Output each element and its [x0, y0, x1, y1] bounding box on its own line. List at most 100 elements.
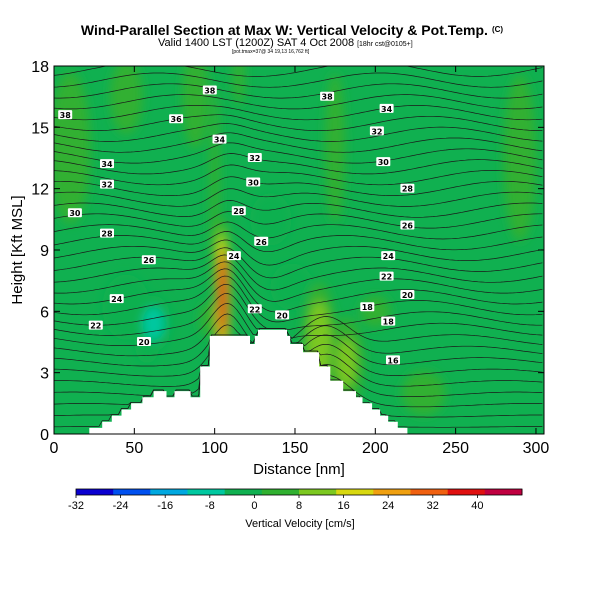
- colorbar-tick-label: -24: [113, 500, 129, 512]
- colorbar-tick-label: -16: [157, 500, 173, 512]
- isotherm-label: 20: [137, 337, 151, 347]
- isotherm-label: 32: [369, 126, 384, 136]
- x-tick-label: 100: [201, 440, 228, 457]
- isotherm-label-text: 32: [101, 181, 112, 190]
- isotherm-label-text: 22: [381, 273, 392, 282]
- velocity-cell-11: [199, 302, 217, 337]
- isotherm-label-box: [247, 304, 262, 314]
- isotherm-label-box: [226, 251, 241, 261]
- colorbar-swatch: [224, 489, 263, 495]
- isotherm-label-box: [109, 294, 124, 304]
- colorbar-swatch: [410, 489, 449, 495]
- isotherm-label-box: [376, 157, 391, 167]
- isotherm-line: [54, 313, 543, 357]
- colorbar-swatch: [261, 489, 300, 495]
- isotherm-label: 26: [400, 220, 415, 231]
- colorbar-tick-label: -32: [68, 500, 84, 512]
- x-tick-label: 200: [362, 440, 389, 457]
- isotherm-label-box: [212, 134, 227, 144]
- x-tick-label: 0: [50, 440, 59, 457]
- isotherm-line: [54, 239, 543, 266]
- colorbar-tick-label: 32: [427, 500, 439, 512]
- isotherm-line: [54, 261, 543, 302]
- velocity-cell-15: [142, 306, 165, 341]
- isotherm-line: [54, 283, 543, 331]
- isotherm-label: 32: [247, 153, 262, 163]
- isotherm-label-text: 22: [90, 322, 101, 331]
- isotherm-line: [54, 254, 543, 291]
- isotherm-label: 18: [381, 316, 396, 327]
- isotherm-line: [54, 132, 543, 153]
- velocity-cell-14: [336, 337, 356, 387]
- isotherm-line: [54, 83, 543, 99]
- colorbar-swatch: [336, 489, 374, 495]
- isotherm-label: 26: [141, 255, 156, 265]
- isotherm-line: [54, 268, 543, 313]
- chart-subtitle: Valid 1400 LST (1200Z) SAT 4 Oct 2008 [18…: [158, 37, 413, 49]
- isotherm-line: [54, 221, 543, 240]
- isotherm-label-text: 30: [248, 179, 260, 188]
- isotherm-line: [54, 153, 543, 175]
- isotherm-label-box: [88, 320, 103, 330]
- y-tick-label: 6: [40, 304, 49, 321]
- isotherm-line: [54, 247, 543, 279]
- isotherm-label-text: 34: [101, 160, 113, 169]
- isotherm-label: 24: [226, 251, 241, 261]
- isotherm-line: [54, 211, 543, 229]
- isotherm-label: 16: [386, 355, 400, 365]
- isotherm-label-text: 38: [60, 111, 72, 120]
- isotherm-line: [54, 114, 543, 131]
- isotherm-label: 36: [169, 114, 184, 124]
- isotherm-line: [54, 231, 543, 253]
- isotherm-line: [54, 72, 543, 88]
- x-tick-label: 300: [523, 440, 550, 457]
- isotherm-label: 24: [381, 251, 396, 261]
- colorbar-swatch: [76, 489, 114, 495]
- colorbar-tick-label: -8: [205, 500, 215, 512]
- colorbar-swatch: [113, 489, 151, 495]
- isotherm-label: 34: [379, 103, 394, 114]
- velocity-cell-10: [325, 73, 346, 223]
- isotherm-line: [54, 324, 543, 367]
- isotherm-line: [54, 188, 543, 207]
- y-tick-label: 15: [31, 120, 49, 137]
- isotherm-line: [54, 164, 543, 186]
- isotherm-label: 24: [109, 294, 124, 304]
- isotherm-label-text: 28: [233, 207, 245, 216]
- isotherm-label: 34: [100, 159, 114, 169]
- colorbar-swatch: [373, 489, 411, 495]
- isotherm-label: 20: [275, 310, 290, 320]
- isotherm-line: [54, 293, 543, 339]
- isotherm-label-box: [320, 91, 335, 101]
- isotherm-label-text: 24: [383, 252, 395, 261]
- isotherm-label-text: 26: [402, 222, 414, 231]
- terrain: [54, 329, 544, 434]
- isotherm-label-text: 34: [214, 136, 226, 145]
- isotherm-label-box: [100, 159, 114, 169]
- isotherm-label-text: 32: [371, 127, 382, 136]
- isotherm-label-text: 16: [387, 356, 399, 365]
- velocity-cell-9: [503, 74, 537, 242]
- isotherm-label: 30: [67, 208, 82, 218]
- isotherm-label-box: [169, 114, 184, 124]
- colorbar-tick-label: 40: [471, 500, 483, 512]
- isotherm-label-box: [58, 110, 73, 120]
- isotherm-label: 38: [58, 110, 73, 120]
- isotherm-label-box: [400, 183, 415, 193]
- isotherm-line: [54, 66, 543, 77]
- y-tick-label: 12: [31, 182, 49, 199]
- isotherm-label-box: [100, 228, 114, 238]
- isotherm-label: 18: [360, 302, 375, 312]
- isotherm-label-text: 38: [322, 93, 334, 102]
- isotherm-label-box: [247, 153, 262, 162]
- isotherm-label-box: [202, 85, 217, 95]
- isotherm-line: [54, 123, 543, 142]
- velocity-cell-18: [219, 260, 227, 330]
- isotherm-label-text: 30: [378, 158, 390, 167]
- isotherm-label-text: 18: [362, 303, 374, 312]
- y-tick-label: 3: [40, 366, 49, 383]
- isotherm-label-box: [137, 337, 151, 346]
- isotherm-label-box: [379, 103, 394, 113]
- isotherm-label-text: 28: [402, 185, 414, 194]
- isotherm-label-box: [369, 126, 384, 136]
